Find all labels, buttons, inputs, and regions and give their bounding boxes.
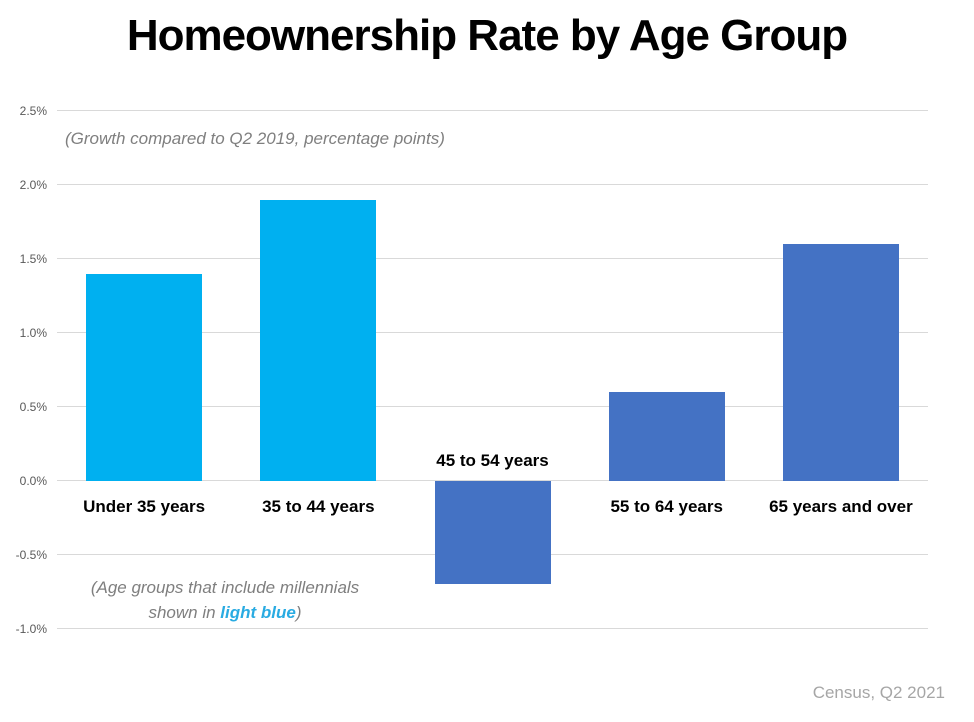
category-label-65-years-and-over: 65 years and over (769, 496, 913, 516)
y-tick-label-1-5: 1.5% (19, 251, 47, 266)
source-label: Census, Q2 2021 (812, 683, 945, 702)
annotation-line2-post: ) (295, 603, 302, 622)
gridline-0-5 (57, 406, 928, 408)
millennial-color-annotation: (Age groups that include millennials sho… (72, 575, 378, 625)
annotation-line1: (Age groups that include millennials (90, 578, 360, 597)
y-tick-label-0-5: 0.5% (19, 399, 47, 414)
category-label-under-35-years: Under 35 years (83, 496, 206, 516)
gridline-1-0 (57, 628, 928, 630)
bar-45-to-54-years (434, 480, 551, 585)
y-tick-label-0-0: 0.0% (19, 473, 47, 488)
annotation-line2-pre: shown in (148, 603, 221, 622)
annotation-light-blue-text: light blue (220, 603, 296, 622)
gridline-2-5 (57, 110, 928, 112)
y-tick-label-1-0: -1.0% (15, 621, 47, 636)
y-tick-label-2-0: 2.0% (19, 177, 47, 192)
category-label-55-to-64-years: 55 to 64 years (610, 496, 723, 516)
y-tick-label-2-5: 2.5% (19, 103, 47, 118)
gridline-2-0 (57, 184, 928, 186)
y-tick-label-0-5: -0.5% (15, 547, 47, 562)
chart-title: Homeownership Rate by Age Group (126, 11, 848, 60)
gridline-1-0 (57, 332, 928, 334)
bar-35-to-44-years (260, 199, 377, 481)
bar-under-35-years (86, 273, 203, 481)
gridline-1-5 (57, 258, 928, 260)
category-label-35-to-44-years: 35 to 44 years (262, 496, 375, 516)
bar-55-to-64-years (608, 391, 725, 481)
chart-subtitle: (Growth compared to Q2 2019, percentage … (65, 129, 445, 148)
bar-65-years-and-over (782, 243, 899, 481)
category-label-45-to-54-years: 45 to 54 years (436, 450, 549, 470)
y-tick-label-1-0: 1.0% (19, 325, 47, 340)
